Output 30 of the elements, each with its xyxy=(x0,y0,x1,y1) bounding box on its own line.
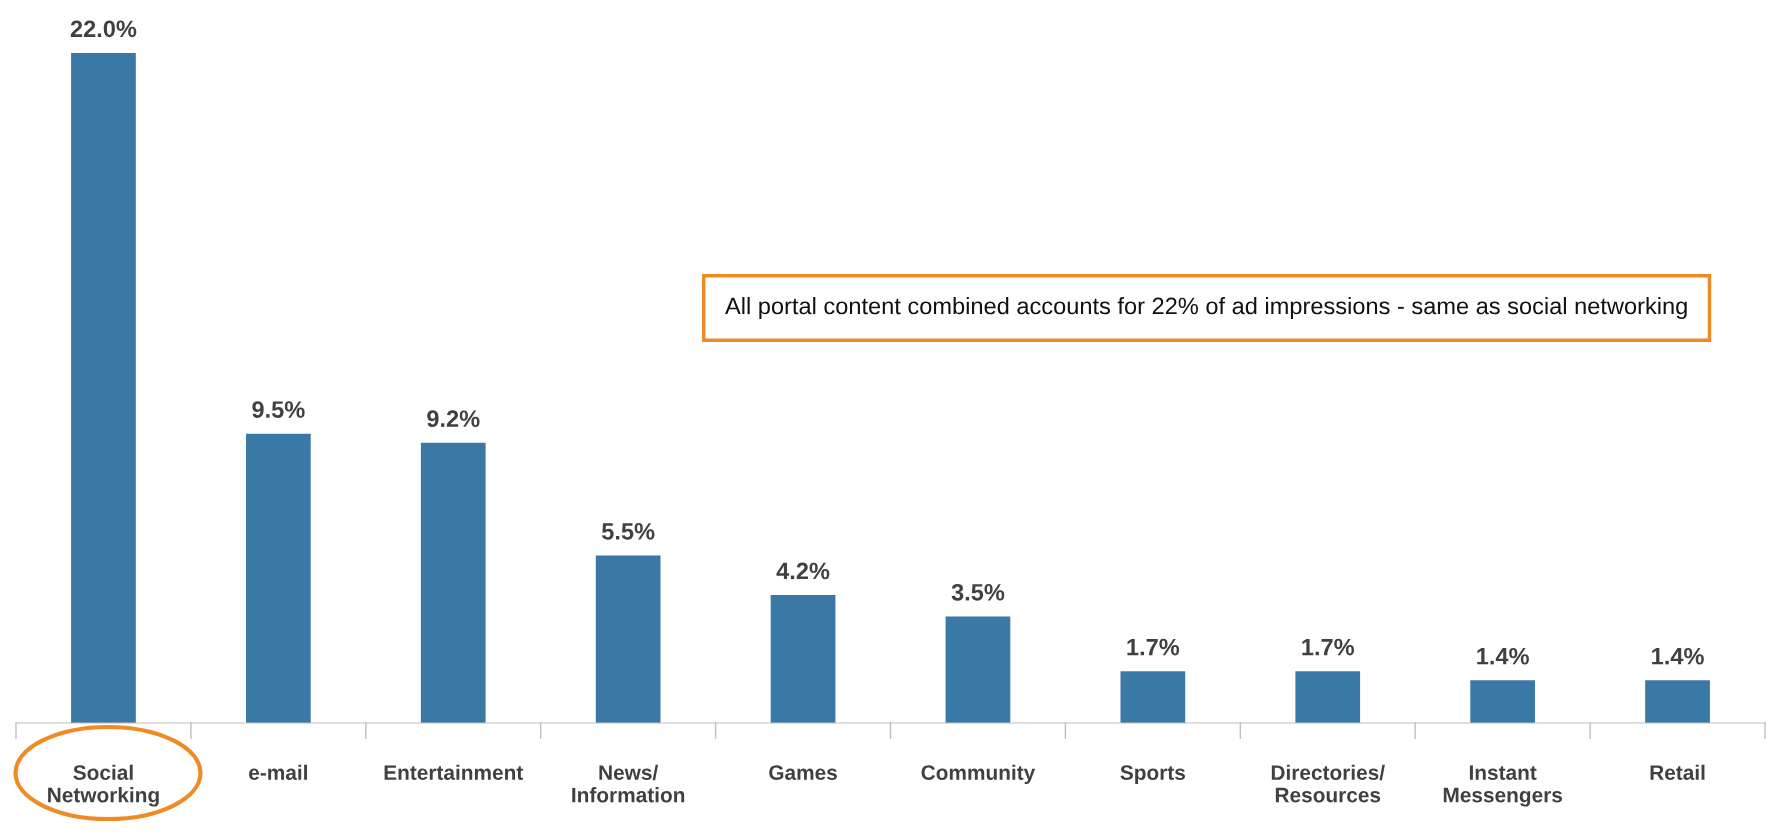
x-tick-label: Games xyxy=(769,765,837,780)
bar xyxy=(1645,680,1710,723)
data-label: 4.2% xyxy=(776,562,830,580)
data-label: 1.7% xyxy=(1127,638,1180,656)
bar xyxy=(1470,680,1536,723)
bar xyxy=(595,555,661,723)
data-label: 1.7% xyxy=(1302,638,1355,656)
bar xyxy=(1295,671,1361,723)
x-tick-label: Entertainment xyxy=(384,764,524,780)
bar xyxy=(1120,671,1186,723)
bar xyxy=(945,616,1011,723)
bar xyxy=(420,442,486,723)
data-label: 22.0% xyxy=(70,20,137,38)
x-tick-label: e-mail xyxy=(249,764,307,780)
data-label: 1.4% xyxy=(1652,647,1704,665)
x-tick-label: News/ Information xyxy=(572,764,685,803)
x-tick-label: Sports xyxy=(1120,765,1185,785)
x-tick-label: Instant Messengers xyxy=(1443,765,1563,807)
data-label: 9.2% xyxy=(427,410,480,428)
data-label: 9.5% xyxy=(252,401,305,418)
bar xyxy=(245,433,311,723)
x-tick-label: Directories/ Resources xyxy=(1271,764,1385,803)
data-label: 1.4% xyxy=(1477,647,1529,665)
annotation: All portal content combined accounts for 22% of ad impressions - same as social networking xyxy=(725,297,1687,320)
data-label: 3.5% xyxy=(951,583,1005,601)
x-tick-label: Social Networking xyxy=(48,764,159,807)
bar xyxy=(770,595,836,723)
x-tick-label: Retail xyxy=(1650,764,1705,780)
data-label: 5.5% xyxy=(601,523,655,540)
x-tick-label: Community xyxy=(921,764,1036,785)
